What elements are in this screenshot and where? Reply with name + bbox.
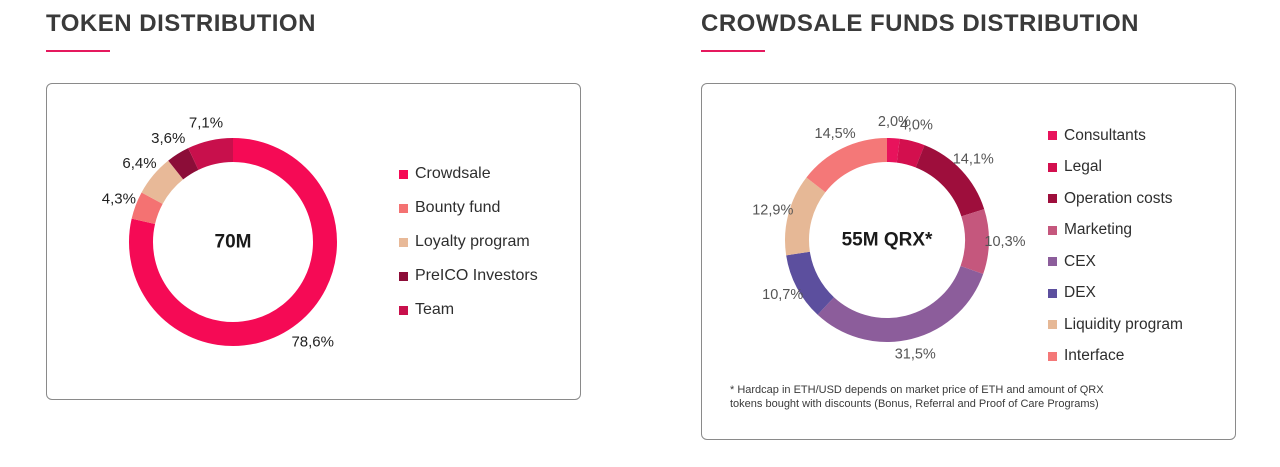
footnote-line-2: tokens bought with discounts (Bonus, Ref… bbox=[730, 398, 1099, 410]
slice-consultants bbox=[886, 138, 900, 163]
legend-label: Crowdsale bbox=[415, 165, 491, 182]
value-label-bounty-fund: 4,3% bbox=[102, 190, 136, 207]
legend-label: Team bbox=[415, 301, 455, 318]
legend-swatch bbox=[1048, 131, 1057, 141]
legend-swatch bbox=[1048, 225, 1057, 235]
slice-dex bbox=[786, 251, 835, 315]
legend-label: Consultants bbox=[1064, 126, 1146, 144]
slice-team bbox=[188, 138, 234, 170]
legend-label: CEX bbox=[1064, 252, 1096, 270]
value-label-marketing: 10,3% bbox=[984, 234, 1025, 250]
value-label-preico-investors: 3,6% bbox=[151, 130, 185, 147]
legend-item-legal: Legal bbox=[1048, 152, 1183, 184]
legend-item-team: Team bbox=[399, 293, 538, 327]
slice-marketing bbox=[960, 209, 989, 274]
legend-label: Interface bbox=[1064, 347, 1125, 365]
token-distribution-title: TOKEN DISTRIBUTION bbox=[46, 10, 316, 37]
value-label-cex: 31,5% bbox=[895, 347, 936, 363]
legend-swatch bbox=[1048, 257, 1057, 267]
legend-label: Legal bbox=[1064, 158, 1102, 176]
legend-item-preico-investors: PreICO Investors bbox=[399, 259, 538, 293]
token-distribution-legend: Crowdsale Bounty fund Loyalty program PreIC… bbox=[399, 157, 538, 327]
footnote-line-1: * Hardcap in ETH/USD depends on market p… bbox=[730, 384, 1104, 396]
token-distribution-underline bbox=[46, 50, 110, 52]
value-label-operation-costs: 14,1% bbox=[953, 151, 994, 167]
legend-item-liquidity-program: Liquidity program bbox=[1048, 309, 1183, 341]
legend-swatch bbox=[399, 305, 408, 315]
legend-label: PreICO Investors bbox=[415, 267, 538, 284]
legend-swatch bbox=[1048, 162, 1057, 172]
legend-item-dex: DEX bbox=[1048, 278, 1183, 310]
crowdsale-funds-underline bbox=[701, 50, 765, 52]
legend-swatch bbox=[1048, 351, 1057, 361]
legend-swatch bbox=[399, 237, 408, 247]
legend-label: Liquidity program bbox=[1064, 315, 1183, 333]
legend-item-consultants: Consultants bbox=[1048, 120, 1183, 152]
legend-item-interface: Interface bbox=[1048, 341, 1183, 373]
legend-label: Operation costs bbox=[1064, 189, 1173, 207]
center-label: 55M QRX* bbox=[842, 230, 933, 251]
legend-swatch bbox=[399, 271, 408, 281]
legend-label: Bounty fund bbox=[415, 199, 501, 216]
value-label-interface: 14,5% bbox=[815, 126, 856, 142]
value-label-dex: 10,7% bbox=[762, 287, 803, 303]
legend-swatch bbox=[1048, 288, 1057, 298]
legend-item-bounty-fund: Bounty fund bbox=[399, 191, 538, 225]
slice-crowdsale bbox=[129, 138, 337, 346]
legend-item-marketing: Marketing bbox=[1048, 215, 1183, 247]
crowdsale-funds-legend: Consultants Legal Operation costs Marketing… bbox=[1048, 120, 1183, 372]
hardcap-footnote: * Hardcap in ETH/USD depends on market p… bbox=[730, 383, 1104, 411]
legend-item-crowdsale: Crowdsale bbox=[399, 157, 538, 191]
slice-operation-costs bbox=[915, 145, 985, 217]
value-label-consultants: 2,0% bbox=[878, 114, 911, 130]
value-label-team: 7,1% bbox=[189, 115, 223, 132]
center-label: 70M bbox=[215, 232, 252, 253]
crowdsale-funds-title: CROWDSALE FUNDS DISTRIBUTION bbox=[701, 10, 1139, 37]
legend-label: Marketing bbox=[1064, 221, 1133, 239]
legend-label: Loyalty program bbox=[415, 233, 530, 250]
slice-bounty-fund bbox=[131, 192, 163, 225]
slice-legal bbox=[896, 138, 925, 168]
slice-interface bbox=[806, 138, 888, 193]
legend-item-cex: CEX bbox=[1048, 246, 1183, 278]
legend-swatch bbox=[399, 169, 408, 179]
legend-swatch bbox=[1048, 194, 1057, 204]
slice-cex bbox=[817, 265, 984, 342]
legend-swatch bbox=[399, 203, 408, 213]
slice-loyalty-program bbox=[141, 160, 184, 205]
legend-item-operation-costs: Operation costs bbox=[1048, 183, 1183, 215]
value-label-crowdsale: 78,6% bbox=[291, 334, 334, 351]
legend-item-loyalty-program: Loyalty program bbox=[399, 225, 538, 259]
slice-preico-investors bbox=[168, 148, 199, 180]
legend-label: DEX bbox=[1064, 284, 1096, 302]
slice-liquidity-program bbox=[785, 177, 826, 256]
value-label-liquidity-program: 12,9% bbox=[752, 202, 793, 218]
legend-swatch bbox=[1048, 320, 1057, 330]
value-label-loyalty-program: 6,4% bbox=[122, 155, 156, 172]
value-label-legal: 4,0% bbox=[900, 118, 933, 134]
